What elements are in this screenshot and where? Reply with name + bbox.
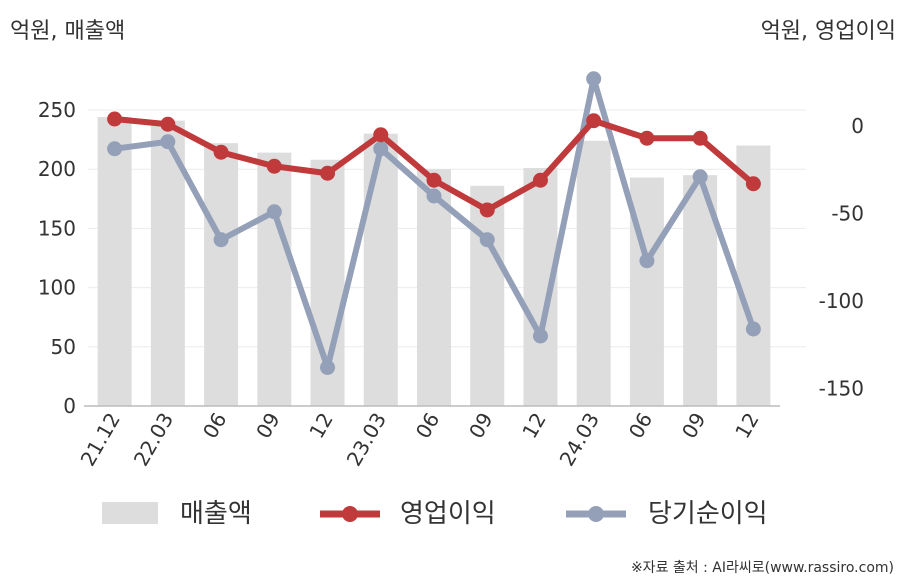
left-axis-ticks: 0 50 100 150 200 250: [38, 98, 76, 418]
source-note: ※자료 출처 : AI라씨로(www.rassiro.com): [631, 560, 894, 576]
right-tick-label: 0: [851, 114, 864, 138]
data-point: [692, 169, 708, 185]
x-tick-label: 06: [411, 409, 445, 443]
x-tick-label: 06: [624, 409, 658, 443]
right-axis-unit: 억원, 영업이익: [761, 19, 896, 44]
bar: [204, 143, 239, 407]
data-point: [426, 188, 442, 204]
data-point: [532, 172, 548, 188]
bar: [97, 117, 132, 406]
legend-swatch-sales: [102, 502, 158, 524]
data-point: [586, 113, 602, 129]
data-point: [266, 204, 282, 220]
data-point: [479, 232, 495, 248]
data-point: [692, 130, 708, 146]
left-tick-label: 0: [63, 394, 76, 418]
data-point: [213, 232, 229, 248]
legend-label-operating-profit: 영업이익: [400, 499, 496, 529]
right-tick-label: -100: [819, 289, 864, 313]
legend-label-sales: 매출액: [180, 499, 252, 529]
x-tick-label: 09: [677, 409, 711, 443]
right-axis-ticks: 0 -50 -100 -150: [819, 114, 864, 401]
data-point: [373, 141, 389, 157]
data-point: [266, 158, 282, 174]
x-tick-label: 24.03: [555, 409, 604, 471]
x-axis-ticks: 21.12 22.03 06 09 12 23.03 06 09 12 24.03 06 09 12: [76, 409, 764, 471]
x-tick-label: 09: [464, 409, 498, 443]
left-tick-label: 100: [38, 276, 76, 300]
x-tick-label: 23.03: [342, 409, 391, 471]
data-point: [639, 130, 655, 146]
left-tick-label: 250: [38, 98, 76, 122]
data-point: [107, 141, 123, 157]
data-point: [745, 176, 761, 192]
bar: [470, 185, 505, 406]
legend: 매출액 영업이익 당기순이익: [102, 499, 768, 529]
bar: [576, 140, 611, 406]
x-tick-label: 12: [517, 409, 551, 443]
data-point: [320, 165, 336, 181]
data-point: [426, 172, 442, 188]
data-point: [107, 111, 123, 127]
data-point: [586, 71, 602, 87]
data-point: [479, 202, 495, 218]
data-point: [160, 134, 176, 150]
data-point: [745, 321, 761, 337]
right-tick-label: -50: [831, 202, 864, 226]
left-tick-label: 200: [38, 157, 76, 181]
x-tick-label: 12: [730, 409, 764, 443]
legend-marker-operating-profit: [342, 506, 358, 522]
left-axis-unit: 억원, 매출액: [10, 19, 125, 44]
bar: [257, 152, 292, 406]
x-tick-label: 09: [251, 409, 285, 443]
bar-series: [97, 117, 771, 407]
left-tick-label: 150: [38, 216, 76, 240]
data-point: [160, 116, 176, 132]
x-tick-label: 12: [304, 409, 338, 443]
data-point: [532, 328, 548, 344]
left-tick-label: 50: [51, 335, 76, 359]
legend-label-net-income: 당기순이익: [648, 499, 768, 529]
x-tick-label: 06: [198, 409, 232, 443]
line-series: [107, 71, 761, 375]
data-point: [213, 144, 229, 160]
data-point: [373, 127, 389, 143]
right-tick-label: -150: [819, 377, 864, 401]
data-point: [639, 253, 655, 269]
x-tick-label: 22.03: [129, 409, 178, 471]
data-point: [320, 360, 336, 375]
legend-marker-net-income: [588, 506, 604, 522]
x-tick-label: 21.12: [76, 409, 125, 471]
bar: [363, 133, 398, 406]
